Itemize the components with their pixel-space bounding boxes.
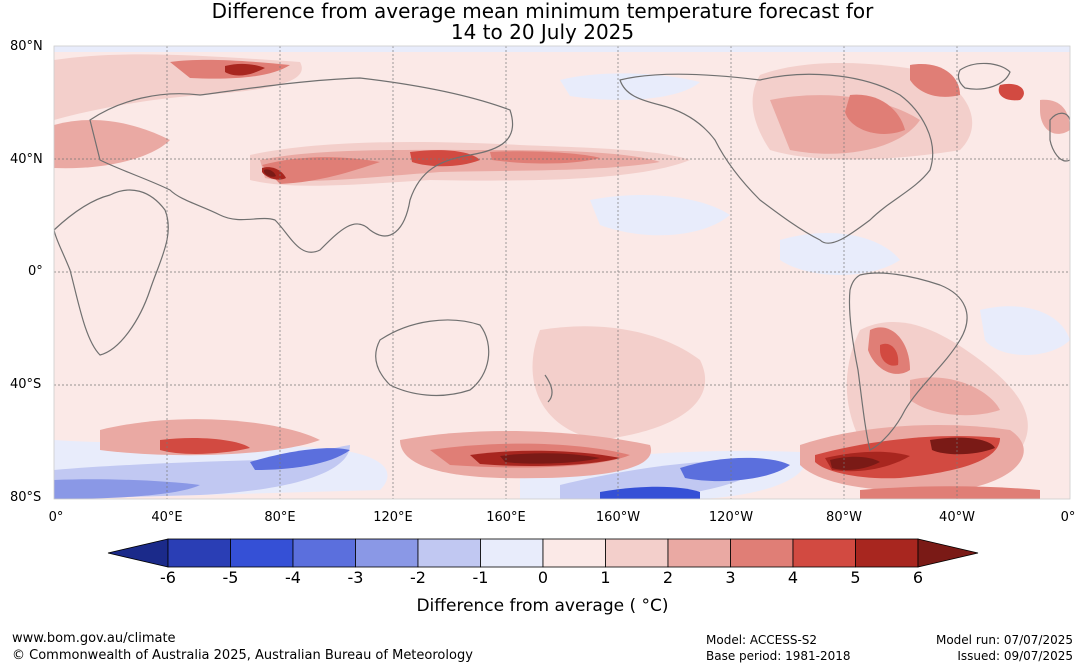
cool-anomaly-regions xyxy=(54,46,1070,499)
colorbar-tick-label: -4 xyxy=(285,568,301,587)
colorbar-segments xyxy=(167,538,919,568)
lat-label-40n: 40°N xyxy=(10,152,43,167)
lat-label-equator: 0° xyxy=(28,264,43,279)
colorbar-segment xyxy=(417,538,481,568)
footer-issued: Issued: 09/07/2025 xyxy=(957,649,1073,663)
colorbar-tick-label: -2 xyxy=(410,568,426,587)
lon-label-80w: 80°W xyxy=(826,510,862,525)
lon-label-40e: 40°E xyxy=(151,510,183,525)
colorbar-tick-label: 5 xyxy=(850,568,861,587)
colorbar-segment xyxy=(480,538,544,568)
footer-model: Model: ACCESS-S2 xyxy=(706,633,818,647)
lon-label-40w: 40°W xyxy=(939,510,975,525)
colorbar-segment xyxy=(855,538,919,568)
colorbar-tick-label: -1 xyxy=(472,568,489,587)
lon-label-80e: 80°E xyxy=(264,510,296,525)
colorbar-tick-label: -5 xyxy=(222,568,239,587)
colorbar-segment xyxy=(667,538,731,568)
footer-base-period: Base period: 1981-2018 xyxy=(706,649,851,663)
colorbar-segment xyxy=(292,538,356,568)
colorbar-tick-label: 0 xyxy=(537,568,549,587)
warm-anomaly-regions xyxy=(54,54,1070,186)
footer-copyright: © Commonwealth of Australia 2025, Austra… xyxy=(12,648,473,663)
colorbar-tick-label: -6 xyxy=(160,568,176,587)
colorbar-label: Difference from average ( °C) xyxy=(416,596,669,616)
colorbar-segment xyxy=(792,538,856,568)
coastlines xyxy=(54,62,1070,451)
lon-label-120w: 120°W xyxy=(708,510,754,525)
lon-label-160w: 160°W xyxy=(595,510,641,525)
colorbar-segment xyxy=(605,538,669,568)
colorbar-extend-high xyxy=(917,538,979,568)
southern-warm-regions xyxy=(100,321,1040,499)
colorbar-tick-label: 1 xyxy=(600,568,611,587)
colorbar-segment xyxy=(730,538,794,568)
lon-label-0: 0° xyxy=(48,510,64,525)
colorbar-segment xyxy=(167,538,231,568)
lon-label-120e: 120°E xyxy=(373,510,413,525)
colorbar-extend-low xyxy=(107,538,169,568)
colorbar-segment xyxy=(355,538,419,568)
colorbar-tick-label: -3 xyxy=(347,568,364,587)
footer-website[interactable]: www.bom.gov.au/climate xyxy=(12,631,176,646)
lon-label-160e: 160°E xyxy=(486,510,526,525)
graticule xyxy=(54,46,1070,499)
lat-label-80s: 80°S xyxy=(10,490,42,505)
lat-label-40s: 40°S xyxy=(10,377,42,392)
map-frame xyxy=(53,45,1071,500)
footer-model-run: Model run: 07/07/2025 xyxy=(935,633,1073,647)
map-title-line1: Difference from average mean minimum tem… xyxy=(211,0,874,23)
map-title-line2: 14 to 20 July 2025 xyxy=(450,20,635,44)
colorbar-tick-label: 2 xyxy=(662,568,674,587)
colorbar-tick-label: 6 xyxy=(912,568,924,587)
colorbar xyxy=(107,538,979,568)
colorbar-segment xyxy=(542,538,606,568)
colorbar-tick-label: 4 xyxy=(787,568,799,587)
lon-label-0-east: 0° xyxy=(1060,510,1076,525)
colorbar-tick-label: 3 xyxy=(725,568,736,587)
lat-label-80n: 80°N xyxy=(10,39,43,54)
colorbar-segment xyxy=(230,538,294,568)
